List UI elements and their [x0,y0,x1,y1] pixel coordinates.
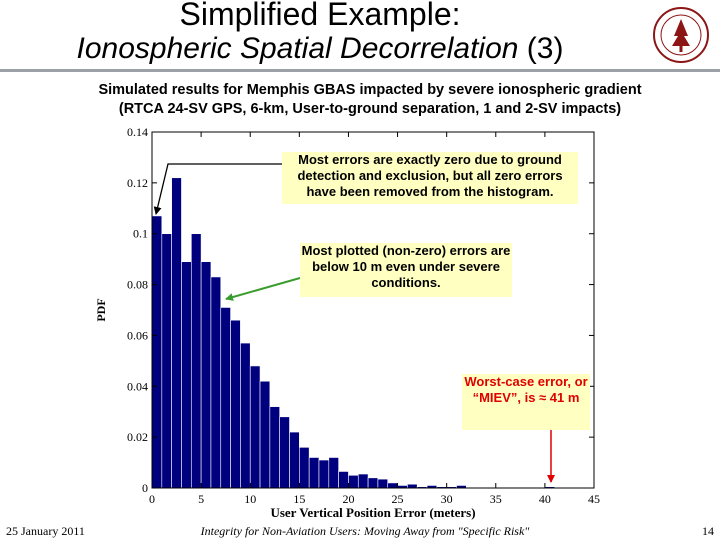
x-tick-label: 15 [293,492,305,506]
below-10m-arrow [225,277,301,301]
histogram-bar [230,319,241,489]
histogram-bar [328,457,339,489]
y-tick-label: 0.1 [133,227,148,241]
x-tick-label: 40 [539,492,551,506]
subtitle-line1: Simulated results for Memphis GBAS impac… [98,82,642,98]
y-axis-label: PDF [94,298,108,321]
histogram-bar [318,459,330,489]
y-tick-label: 0.08 [127,278,148,292]
histogram-bar [249,365,261,489]
histogram-bar [269,406,280,489]
histogram-bar [181,261,192,489]
x-tick-label: 10 [244,492,256,506]
histogram-bar [367,477,379,489]
slide-title-line2: Ionospheric Spatial Decorrelation (3) [0,32,640,66]
histogram-bar [259,380,271,489]
histogram-bar [377,478,389,489]
histogram-bar [210,276,222,489]
histogram-bar [308,457,320,489]
annotation-zero-errors: Most errors are exactly zero due to grou… [282,152,578,204]
histogram-bar [279,416,290,489]
annotation-arrows [153,163,555,483]
histogram-bar [190,233,202,489]
histogram-bar [200,261,212,489]
footer-page-number: 14 [702,524,714,538]
histogram-bar [220,307,231,489]
histogram-bar [407,483,418,489]
y-tick-label: 0.06 [127,328,148,342]
footer-title: Integrity for Non-Aviation Users: Moving… [200,524,530,538]
histogram-bar [299,447,310,489]
x-axis-label: User Vertical Position Error (meters) [270,505,475,520]
y-tick-label: 0.04 [127,379,148,393]
x-tick-label: 35 [490,492,502,506]
y-tick-label: 0 [142,481,148,495]
x-tick-label: 30 [441,492,453,506]
histogram-bar [357,473,369,489]
x-tick-label: 20 [342,492,354,506]
title-divider [0,69,720,72]
y-tick-label: 0.14 [127,125,148,139]
x-tick-label: 45 [588,492,600,506]
slide-title-line1: Simplified Example: [179,0,461,32]
histogram-bar [387,482,398,489]
histogram-bar [240,342,251,489]
histogram-bar [161,233,172,489]
plot-frame [151,131,595,489]
x-tick-label: 25 [392,492,404,506]
stanford-seal-icon [653,7,709,63]
footer-date: 25 January 2011 [6,524,85,538]
y-tick-label: 0.02 [127,430,148,444]
histogram-bar [171,177,182,489]
histogram-bar [348,474,359,489]
x-tick-label: 0 [149,492,155,506]
x-tick-label: 5 [198,492,204,506]
annotation-below-10m: Most plotted (non-zero) errors are below… [300,243,512,297]
annotation-worst-case: Worst-case error, or “MIEV”, is ≈ 41 m [462,374,590,430]
slide-title-italic: Ionospheric Spatial Decorrelation [76,32,519,65]
histogram-bar [338,471,349,489]
subtitle-line2: (RTCA 24-SV GPS, 6-km, User-to-ground se… [118,101,622,117]
y-tick-label: 0.12 [127,176,148,190]
slide-title-suffix: (3) [518,32,564,65]
chart-subtitle: Simulated results for Memphis GBAS impac… [40,81,700,119]
zero-errors-arrow [153,163,282,215]
histogram-bar [289,431,300,489]
histogram-bar [151,215,163,489]
